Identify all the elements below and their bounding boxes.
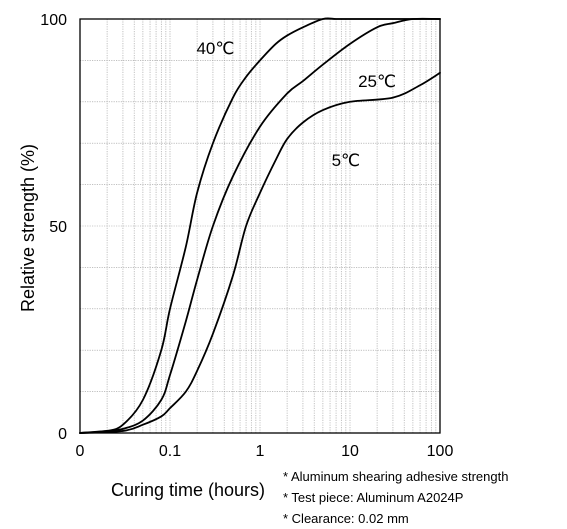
x-tick-label: 0.1 — [159, 443, 181, 460]
y-axis-title: Relative strength (%) — [18, 144, 38, 312]
note-adhesive: * Aluminum shearing adhesive strength — [283, 469, 509, 484]
series-label-1: 25℃ — [358, 72, 396, 91]
series-label-0: 40℃ — [196, 39, 234, 58]
y-tick-label: 0 — [58, 426, 67, 443]
x-tick-label: 1 — [256, 443, 265, 460]
plot-area — [79, 18, 441, 434]
series-label-2: 5℃ — [332, 151, 361, 170]
series-line-1 — [79, 17, 441, 434]
note-test-piece: * Test piece: Aluminum A2024P — [283, 490, 464, 505]
series-line-0 — [79, 17, 441, 434]
grid — [80, 19, 440, 433]
x-tick-label: 0 — [76, 443, 85, 460]
series-lines — [79, 17, 441, 434]
tick-labels: 0 0.1 1 10 100 0 50 100 — [40, 12, 453, 460]
y-tick-label: 100 — [40, 12, 67, 29]
x-tick-label: 10 — [341, 443, 359, 460]
x-tick-label: 100 — [427, 443, 454, 460]
note-clearance: * Clearance: 0.02 mm — [283, 511, 409, 526]
series-labels: 40℃ 25℃ 5℃ — [196, 39, 396, 170]
series-line-2 — [79, 71, 441, 434]
x-axis-title: Curing time (hours) — [111, 480, 265, 500]
y-tick-label: 50 — [49, 219, 67, 236]
